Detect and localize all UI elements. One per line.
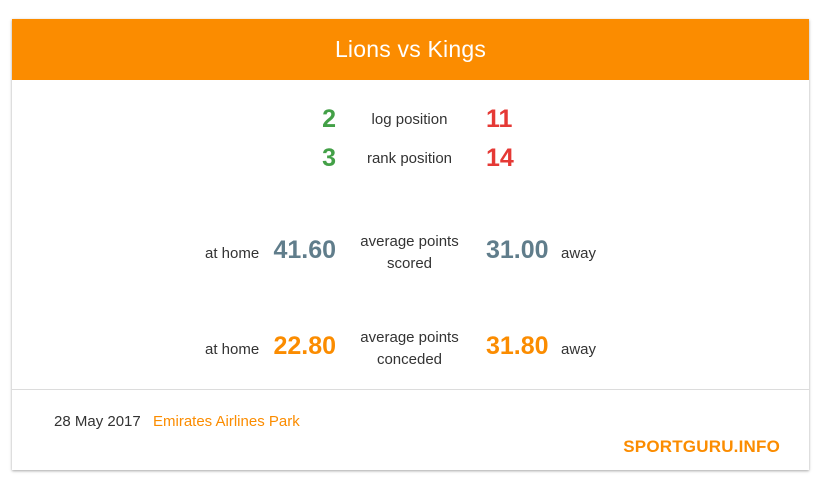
conceded-home-value: 22.80 [273,332,336,360]
conceded-label-line1: average points [360,329,459,346]
venue-link[interactable]: Emirates Airlines Park [153,413,300,430]
conceded-label-line2: conceded [376,351,443,368]
scored-label-line1: average points [360,233,459,250]
rank-position-label: rank position [366,150,453,167]
scored-away-label: away [561,245,597,262]
match-title: Lions vs Kings [12,19,809,80]
scored-label-line2: scored [386,255,433,272]
scored-home-label: at home [205,245,260,262]
footer-divider [12,389,809,390]
match-date: 28 May 2017 [54,413,141,430]
brand-link[interactable]: SPORTGURU.INFO [623,437,780,456]
match-card: Lions vs Kings 2 log position 11 3 rank … [12,19,809,470]
scored-home-value: 41.60 [273,236,336,264]
away-log-position: 11 [486,105,513,133]
home-rank-position: 3 [322,144,336,172]
scored-away-value: 31.00 [486,236,549,264]
away-rank-position: 14 [486,144,514,172]
conceded-away-value: 31.80 [486,332,549,360]
log-position-label: log position [371,111,448,128]
conceded-home-label: at home [205,341,260,358]
home-log-position: 2 [322,105,336,133]
conceded-away-label: away [561,341,597,358]
